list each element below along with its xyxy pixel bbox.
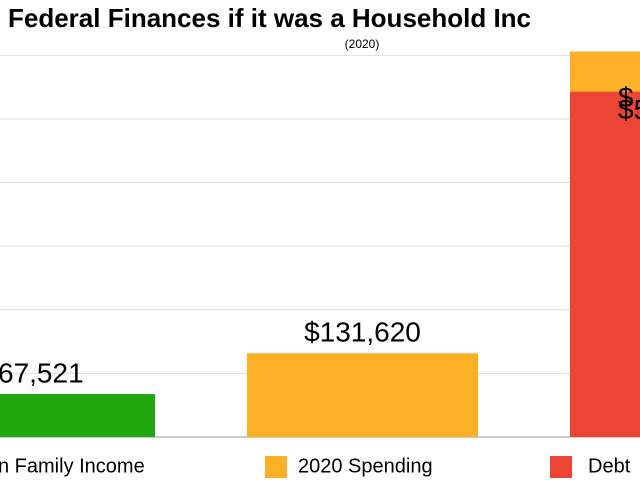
value-label: $131,620 bbox=[304, 317, 421, 348]
legend-swatch bbox=[550, 456, 572, 478]
chart-subtitle: (2020) bbox=[345, 37, 380, 51]
legend-swatch bbox=[265, 456, 287, 478]
bar bbox=[0, 394, 155, 437]
value-label: $5 bbox=[618, 94, 640, 125]
legend-label: n Family Income bbox=[0, 455, 145, 477]
legend-label: Debt bbox=[588, 455, 631, 477]
value-label: 67,521 bbox=[0, 357, 84, 388]
bar bbox=[247, 353, 478, 437]
bar bbox=[570, 91, 640, 437]
value-label: $ bbox=[618, 82, 634, 113]
chart-title: Federal Finances if it was a Household I… bbox=[8, 3, 531, 33]
legend-label: 2020 Spending bbox=[298, 455, 433, 477]
bar bbox=[570, 51, 640, 92]
